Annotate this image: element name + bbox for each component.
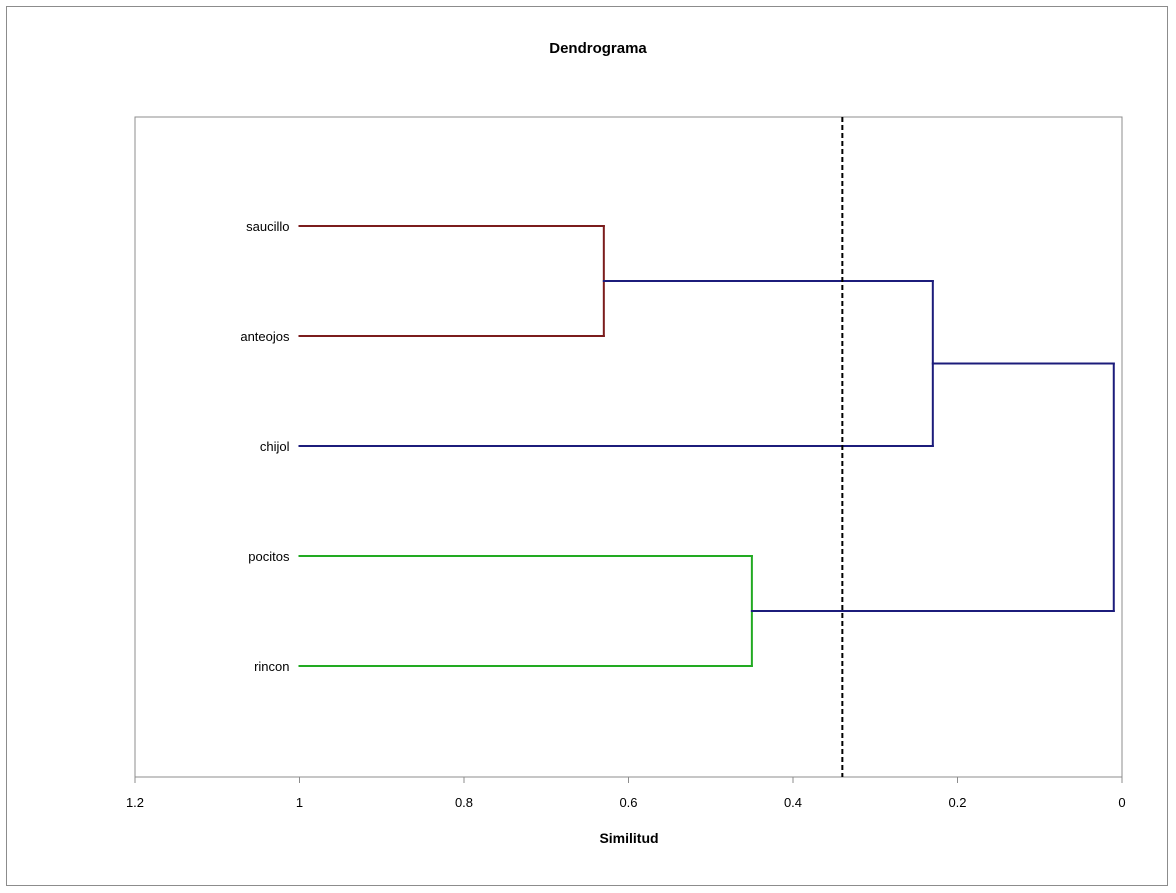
x-tick-label-6: 0 (1118, 795, 1125, 810)
x-axis: 1.2 1 0.8 0.6 0.4 0.2 0 (126, 777, 1126, 810)
chart-frame: Dendrograma 1.2 1 0.8 0.6 0.4 0.2 0 saucillo an… (6, 6, 1168, 886)
dendrogram-branches (298, 225, 1115, 667)
x-tick-label-1: 1 (296, 795, 303, 810)
leaf-label-chijol: chijol (260, 439, 290, 454)
leaf-label-pocitos: pocitos (248, 549, 290, 564)
x-axis-label: Similitud (599, 830, 658, 846)
x-tick-label-0: 1.2 (126, 795, 144, 810)
leaf-label-anteojos: anteojos (240, 329, 290, 344)
chart-title: Dendrograma (549, 40, 647, 57)
leaf-label-saucillo: saucillo (246, 219, 289, 234)
x-tick-label-5: 0.2 (948, 795, 966, 810)
x-tick-label-4: 0.4 (784, 795, 802, 810)
dendrogram-chart: Dendrograma 1.2 1 0.8 0.6 0.4 0.2 0 saucillo an… (126, 40, 1126, 846)
x-tick-label-2: 0.8 (455, 795, 473, 810)
leaf-labels: saucillo anteojos chijol pocitos rincon (240, 219, 290, 674)
leaf-label-rincon: rincon (254, 659, 289, 674)
x-tick-label-3: 0.6 (619, 795, 637, 810)
